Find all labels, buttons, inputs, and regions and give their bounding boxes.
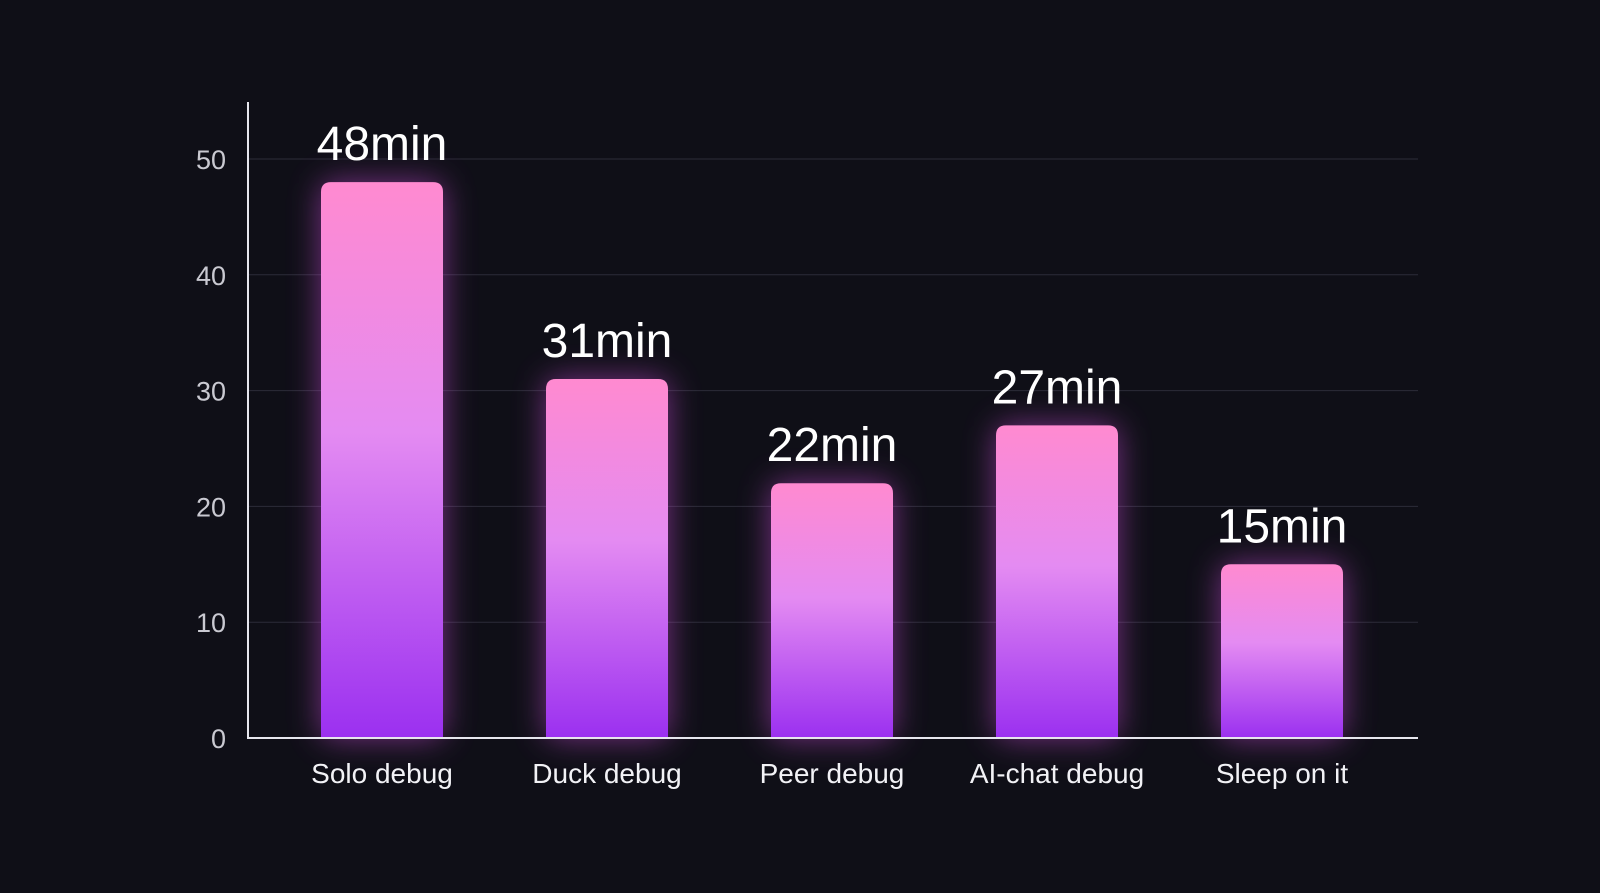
y-tick-label: 50 xyxy=(196,145,226,175)
x-category-label: Sleep on it xyxy=(1216,758,1349,789)
value-labels: 48min 31min 22min 27min 15min xyxy=(317,118,1348,553)
y-tick-label: 20 xyxy=(196,492,226,522)
bar xyxy=(771,483,893,738)
bar xyxy=(1221,564,1343,738)
axes xyxy=(247,102,1418,739)
x-category-label: Peer debug xyxy=(760,758,905,789)
y-tick-label: 30 xyxy=(196,377,226,407)
x-category-label: Duck debug xyxy=(532,758,681,789)
y-tick-label: 0 xyxy=(211,724,226,754)
bar xyxy=(996,425,1118,738)
bar-value-label: 15min xyxy=(1217,500,1348,553)
y-tick-label: 10 xyxy=(196,608,226,638)
bar-value-label: 48min xyxy=(317,118,448,171)
bar xyxy=(321,182,443,738)
bars xyxy=(321,182,1343,738)
bar-value-label: 27min xyxy=(992,361,1123,414)
y-axis-ticks: 0 10 20 30 40 50 xyxy=(196,145,226,754)
bar-value-label: 22min xyxy=(767,419,898,472)
x-category-label: Solo debug xyxy=(311,758,453,789)
bar-value-label: 31min xyxy=(542,315,673,368)
y-tick-label: 40 xyxy=(196,261,226,291)
bar xyxy=(546,379,668,738)
category-labels: Solo debug Duck debug Peer debug AI-chat de… xyxy=(311,758,1348,789)
x-category-label: AI-chat debug xyxy=(970,758,1144,789)
